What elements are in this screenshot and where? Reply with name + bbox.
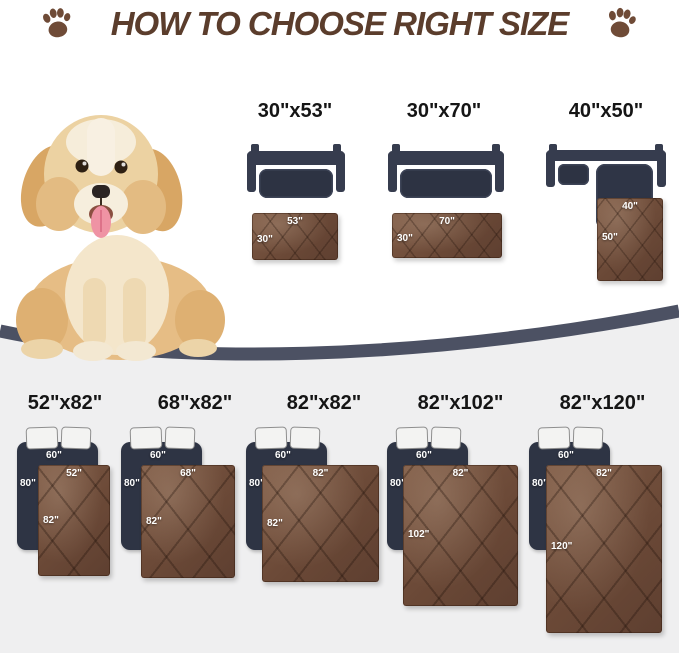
cover-blanket: 82" 82" [262,465,379,582]
cover-width-label: 82" [596,468,612,479]
sofa-size-title: 40"x50" [568,100,644,122]
bed-size-title: 82"x102" [417,392,504,414]
sofa-post-right [655,144,663,153]
cover-width-label: 53" [287,216,303,227]
bed-width-label: 60" [275,450,291,461]
bed-size-title: 52"x82" [27,392,103,414]
pillow-left [537,426,571,450]
sofa-arm-left [247,152,256,192]
cover-blanket: 82" 102" [403,465,518,606]
paw-icon [43,8,71,38]
sofa-post-left [392,144,400,156]
sofa-arm-left [546,151,555,187]
cover-width-label: 40" [622,201,638,212]
bed-size-title: 82"x120" [559,392,646,414]
sofa-backrest [389,151,503,165]
sofa-arm-left [388,152,397,192]
pillow-right [430,426,462,450]
sofa-seat-cushion [259,169,333,198]
sofa-arm-right [336,152,345,192]
cover-height-label: 82" [267,517,283,529]
cover-blanket: 40" 50" [597,198,663,281]
cover-blanket: 70" 30" [392,213,502,258]
sofa-arm-right [657,151,666,187]
cover-blanket: 68" 82" [141,465,235,578]
sofa-size-title: 30"x53" [257,100,333,122]
paw-icon [608,7,636,38]
page-title: HOW TO CHOOSE RIGHT SIZE [110,5,570,42]
cover-height-label: 82" [146,515,162,527]
cover-width-label: 82" [452,468,469,479]
bed-width-label: 60" [558,450,574,461]
sofa-backrest [248,151,344,165]
cover-width-label: 68" [180,468,196,479]
sofa-size-title: 30"x70" [406,100,482,122]
bed-width-label: 60" [416,450,432,461]
sofa-post-right [333,144,341,156]
sofa-backrest [547,150,665,161]
bed-width-label: 60" [46,450,62,461]
bed-width-label: 60" [150,450,166,461]
cover-height-label: 50" [602,231,618,243]
pillow-right [164,426,196,450]
cover-height-label: 30" [257,233,273,245]
cover-height-label: 102" [408,528,430,540]
cover-height-label: 82" [43,515,59,527]
sofa-top-view [247,144,345,198]
pillow-left [129,426,163,450]
dog-photo [16,115,225,361]
sofa-post-right [492,144,500,156]
bed-size-title: 82"x82" [286,392,362,414]
cover-height-label: 30" [397,232,413,244]
sofa-top-view [388,144,504,198]
bed-height-label: 80" [249,478,265,489]
sofa-seat-cushion [558,164,589,185]
cover-width-label: 82" [312,468,329,479]
bed-height-label: 80" [532,478,548,489]
sofa-post-left [549,144,557,153]
pillow-left [254,426,288,450]
cover-width-label: 70" [439,216,455,227]
cover-blanket: 52" 82" [38,465,110,576]
pillow-right [289,426,321,450]
cover-width-label: 52" [66,468,82,479]
sofa-post-left [251,144,259,156]
sofa-seat-cushion [400,169,492,198]
cover-blanket: 53" 30" [252,213,338,260]
pillow-right [572,426,604,450]
bed-height-label: 80" [390,478,406,489]
bed-height-label: 80" [124,478,140,489]
pillow-right [60,426,92,450]
cover-height-label: 120" [551,541,573,553]
pillow-left [25,426,59,450]
bed-height-label: 80" [20,478,36,489]
pillow-left [395,426,429,450]
cover-blanket: 82" 120" [546,465,662,633]
sofa-arm-right [495,152,504,192]
bed-size-title: 68"x82" [157,392,233,414]
